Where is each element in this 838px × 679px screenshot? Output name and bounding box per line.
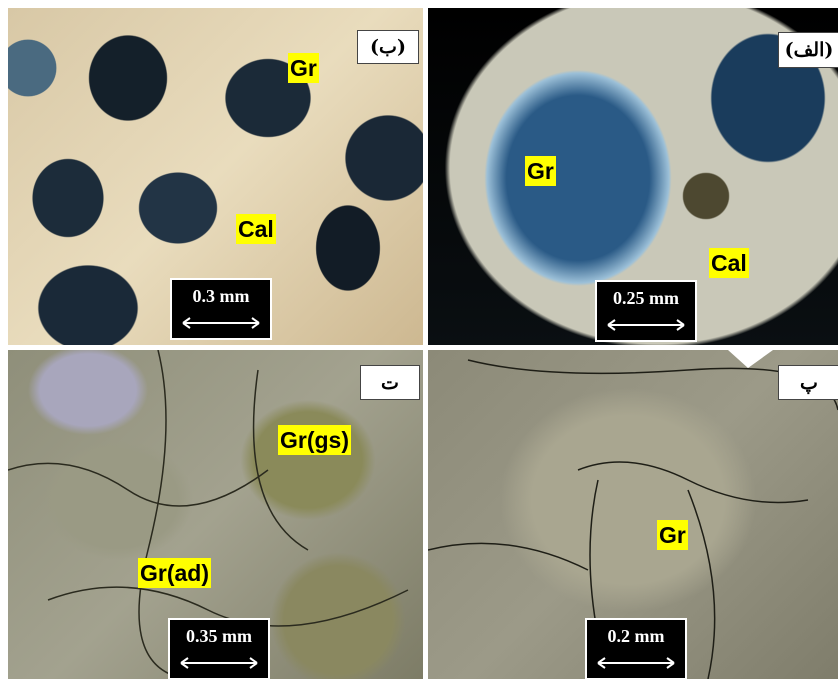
panel-label: (الف): [778, 32, 838, 68]
mineral-label: Gr: [288, 53, 319, 83]
scale-bar: 0.25 mm: [595, 280, 697, 342]
micrograph: ت Gr(gs) Gr(ad) 0.35 mm: [8, 350, 423, 679]
scale-bar: 0.35 mm: [168, 618, 270, 679]
mineral-label: Cal: [236, 214, 276, 244]
panel-label: ت: [360, 365, 420, 400]
scale-bar: 0.2 mm: [585, 618, 687, 679]
mineral-label: Gr(gs): [278, 425, 351, 455]
micrograph: پ Gr 0.2 mm: [428, 350, 838, 679]
scale-text: 0.3 mm: [192, 286, 250, 306]
mineral-label: Gr(ad): [138, 558, 211, 588]
scale-text: 0.25 mm: [613, 288, 679, 308]
mineral-label: Gr: [657, 520, 688, 550]
micrograph: (ب) Gr Cal 0.3 mm: [8, 8, 423, 345]
mineral-label: Gr: [525, 156, 556, 186]
mineral-label: Cal: [709, 248, 749, 278]
scale-text: 0.35 mm: [186, 626, 252, 646]
micrograph: (الف) Gr Cal 0.25 mm: [428, 8, 838, 345]
scale-bar: 0.3 mm: [170, 278, 272, 340]
panel-label: پ: [778, 365, 838, 400]
scale-text: 0.2 mm: [607, 626, 665, 646]
panel-label: (ب): [357, 30, 419, 64]
